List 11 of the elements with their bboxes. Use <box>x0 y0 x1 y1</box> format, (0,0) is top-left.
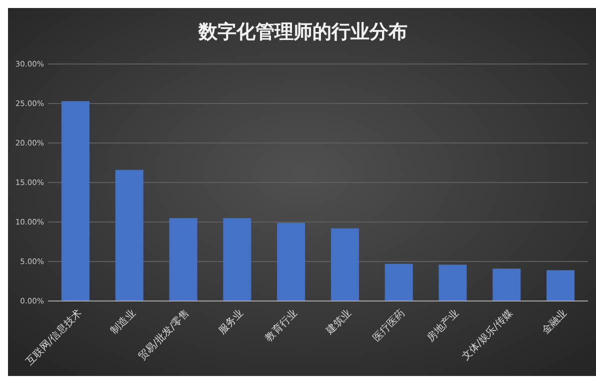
x-tick-label: 教育行业 <box>262 307 300 344</box>
x-tick-label: 贸易/批发/零售 <box>136 307 192 363</box>
x-tick-label: 制造业 <box>108 307 138 337</box>
x-tick-label: 文体/娱乐/传媒 <box>460 307 516 363</box>
x-tick-label: 金融业 <box>539 307 570 337</box>
x-tick-label: 互联网/信息技术 <box>24 307 84 368</box>
x-tick-label: 医疗医药 <box>370 307 408 344</box>
x-tick-label: 服务业 <box>216 307 246 337</box>
x-tick-label: 房地产业 <box>424 307 462 344</box>
chart-title: 数字化管理师的行业分布 <box>198 21 408 43</box>
x-tick-label: 建筑业 <box>323 307 354 338</box>
